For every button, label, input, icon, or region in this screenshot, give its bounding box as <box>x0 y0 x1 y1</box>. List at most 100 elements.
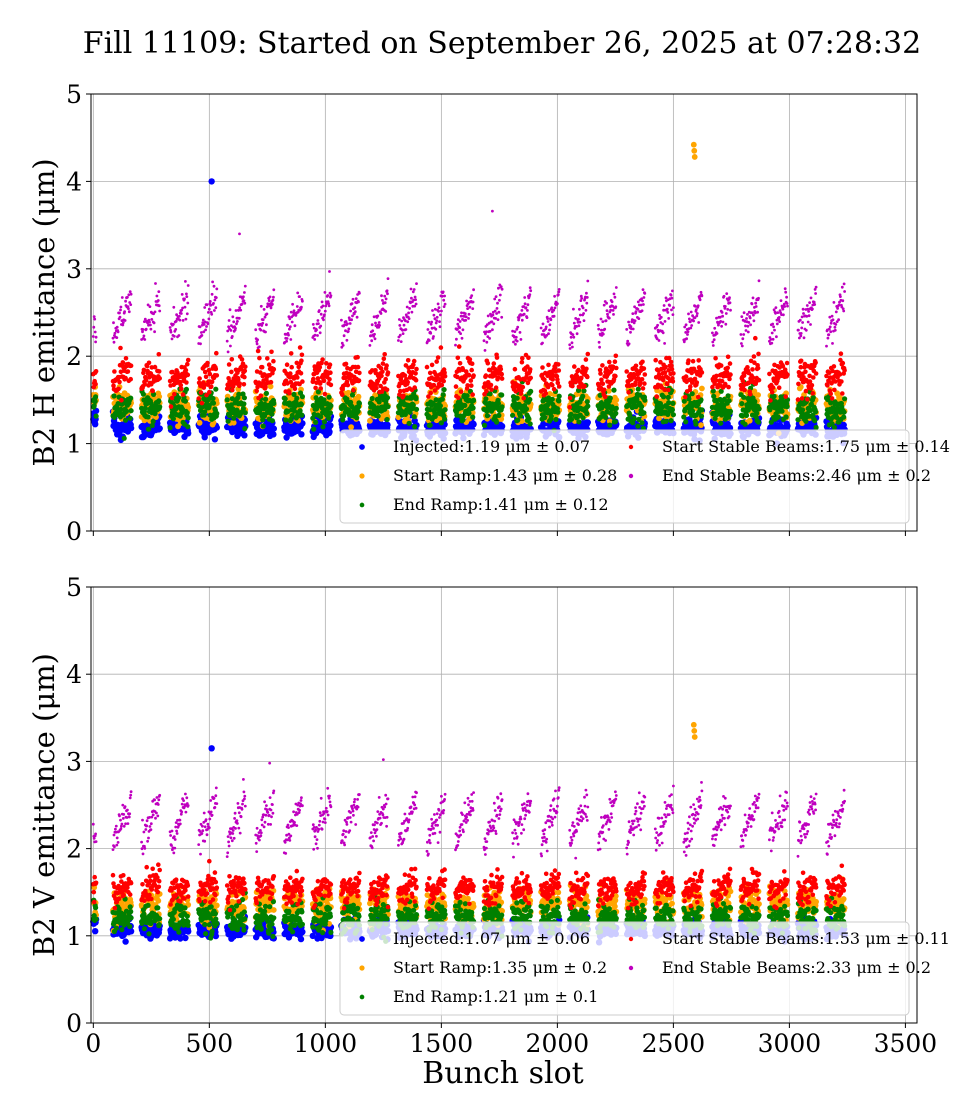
data-point <box>318 386 324 391</box>
data-point <box>639 404 645 410</box>
data-point <box>368 344 372 347</box>
data-point <box>779 408 785 414</box>
data-point <box>682 394 688 400</box>
data-point <box>527 367 533 372</box>
data-point <box>283 417 289 423</box>
data-point <box>404 328 408 331</box>
data-point <box>413 406 420 412</box>
data-point <box>631 327 635 331</box>
data-point <box>470 421 477 428</box>
data-point <box>264 330 267 334</box>
data-point <box>270 431 277 438</box>
data-point <box>747 391 753 397</box>
data-point <box>440 392 446 398</box>
data-point <box>321 304 325 308</box>
data-point <box>155 294 159 298</box>
data-point <box>410 310 414 314</box>
data-point <box>355 393 362 400</box>
data-point <box>178 318 182 322</box>
data-point <box>346 330 350 333</box>
data-point <box>825 383 830 388</box>
data-point <box>153 310 157 314</box>
data-point <box>481 422 488 428</box>
data-point <box>158 309 162 313</box>
data-point <box>725 393 731 399</box>
data-point <box>243 291 246 294</box>
data-point <box>443 294 446 298</box>
data-point <box>353 306 357 309</box>
data-point <box>497 310 501 314</box>
data-point <box>267 299 271 302</box>
data-point <box>268 379 274 385</box>
data-point <box>585 291 588 295</box>
data-point <box>443 302 447 306</box>
data-point <box>271 358 276 364</box>
data-point <box>441 378 447 384</box>
data-point <box>553 416 559 423</box>
data-point <box>488 329 492 333</box>
data-point <box>695 394 701 400</box>
data-point <box>211 280 215 284</box>
data-point <box>118 345 123 351</box>
data-point <box>539 326 543 330</box>
data-point <box>428 390 434 396</box>
data-point <box>384 416 390 423</box>
data-point <box>727 376 732 382</box>
data-point <box>470 294 474 297</box>
data-point <box>584 399 590 405</box>
data-point <box>694 380 700 385</box>
data-point <box>442 298 446 302</box>
data-point <box>266 362 272 368</box>
data-point <box>213 366 219 372</box>
data-point <box>467 317 470 320</box>
data-point <box>271 302 274 306</box>
data-point <box>182 398 188 404</box>
data-point <box>839 379 844 384</box>
data-point <box>529 289 533 293</box>
data-point <box>698 413 705 419</box>
data-point <box>287 390 292 396</box>
data-point <box>609 308 613 312</box>
data-point <box>523 302 527 306</box>
data-point <box>483 373 489 378</box>
data-point <box>340 392 345 398</box>
data-point <box>321 419 327 425</box>
data-point <box>642 303 645 306</box>
data-point <box>212 302 215 305</box>
data-point <box>180 293 184 296</box>
data-point <box>582 319 586 322</box>
data-point <box>607 316 611 320</box>
data-point <box>498 298 501 302</box>
data-point <box>572 335 576 339</box>
data-point <box>348 424 354 430</box>
data-point <box>572 321 576 325</box>
data-point <box>320 424 326 430</box>
data-point <box>491 313 495 317</box>
data-point <box>156 398 162 404</box>
data-point <box>471 397 477 403</box>
data-point <box>544 325 548 329</box>
data-point <box>167 425 173 431</box>
data-point <box>661 331 665 335</box>
data-point <box>298 401 304 408</box>
data-point <box>755 419 762 425</box>
data-point <box>803 418 809 424</box>
data-point <box>642 372 648 377</box>
data-point <box>238 306 242 310</box>
data-point <box>413 371 418 376</box>
data-point <box>612 313 615 316</box>
data-point <box>299 394 305 400</box>
data-point <box>196 419 203 426</box>
data-point <box>255 342 259 346</box>
data-point <box>353 310 357 314</box>
data-point <box>494 355 500 360</box>
data-point <box>521 395 526 401</box>
data-point <box>585 351 591 357</box>
data-point <box>94 340 97 344</box>
data-point <box>286 323 289 327</box>
data-point <box>494 419 500 425</box>
data-point <box>578 307 581 311</box>
data-point <box>525 316 529 319</box>
data-point <box>800 407 806 413</box>
data-point <box>255 348 261 354</box>
